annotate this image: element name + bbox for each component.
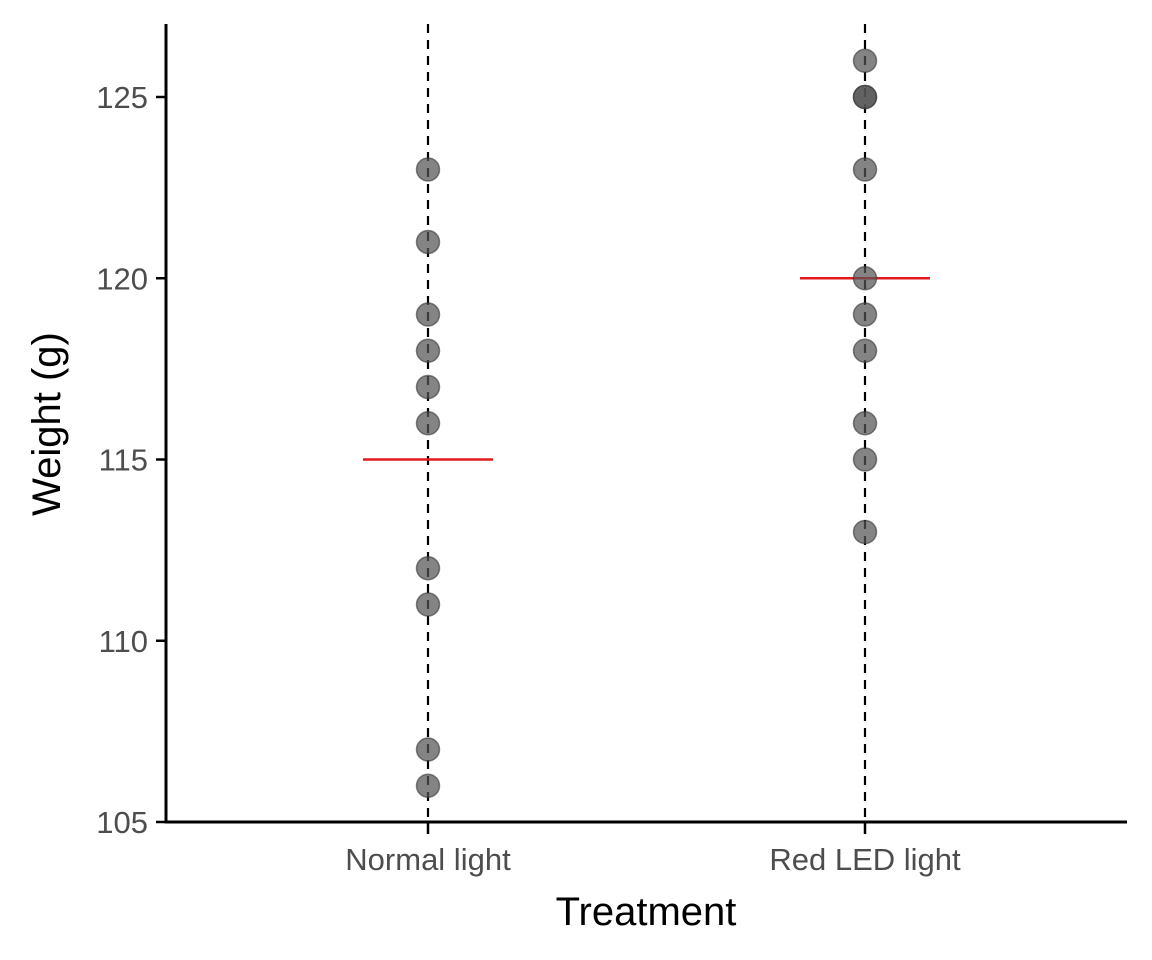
data-points: [415, 48, 878, 798]
mean-lines: [363, 276, 930, 461]
data-point-1-10: [415, 773, 441, 798]
axes: [164, 24, 1127, 824]
y-tick-label-1: 105: [96, 805, 148, 840]
x-tick-label-1: Normal light: [345, 842, 511, 877]
data-point-1-2: [415, 229, 441, 255]
data-point-1-4: [415, 338, 441, 363]
data-point-1-1: [415, 157, 441, 182]
data-point-2-6: [852, 302, 878, 327]
data-point-1-9: [415, 737, 441, 762]
y-tick-label-5: 125: [96, 80, 148, 115]
data-point-1-6: [415, 411, 441, 436]
y-axis-title: Weight (g): [25, 332, 69, 516]
data-point-2-7: [852, 338, 878, 363]
x-axis-ticks: Normal light Red LED light: [345, 822, 961, 877]
y-axis-ticks: 105 110 115 120 125: [96, 80, 166, 840]
y-tick-label-2: 110: [99, 624, 148, 659]
data-point-1-8: [415, 592, 441, 617]
data-point-2-5: [852, 266, 878, 291]
x-axis-title: Treatment: [556, 890, 737, 934]
y-tick-label-4: 120: [96, 261, 148, 296]
category-guide-lines: [426, 24, 867, 822]
y-tick-label-3: 115: [99, 443, 148, 478]
data-point-2-9: [852, 447, 878, 472]
data-point-2-10: [852, 519, 878, 545]
data-point-1-5: [415, 374, 441, 400]
data-point-2-8: [852, 411, 878, 436]
data-point-1-7: [415, 556, 441, 581]
data-point-2-3: [852, 84, 878, 110]
data-point-2-1: [852, 48, 878, 73]
data-point-1-3: [415, 302, 441, 327]
x-tick-label-2: Red LED light: [769, 842, 961, 877]
data-point-2-4: [852, 157, 878, 182]
